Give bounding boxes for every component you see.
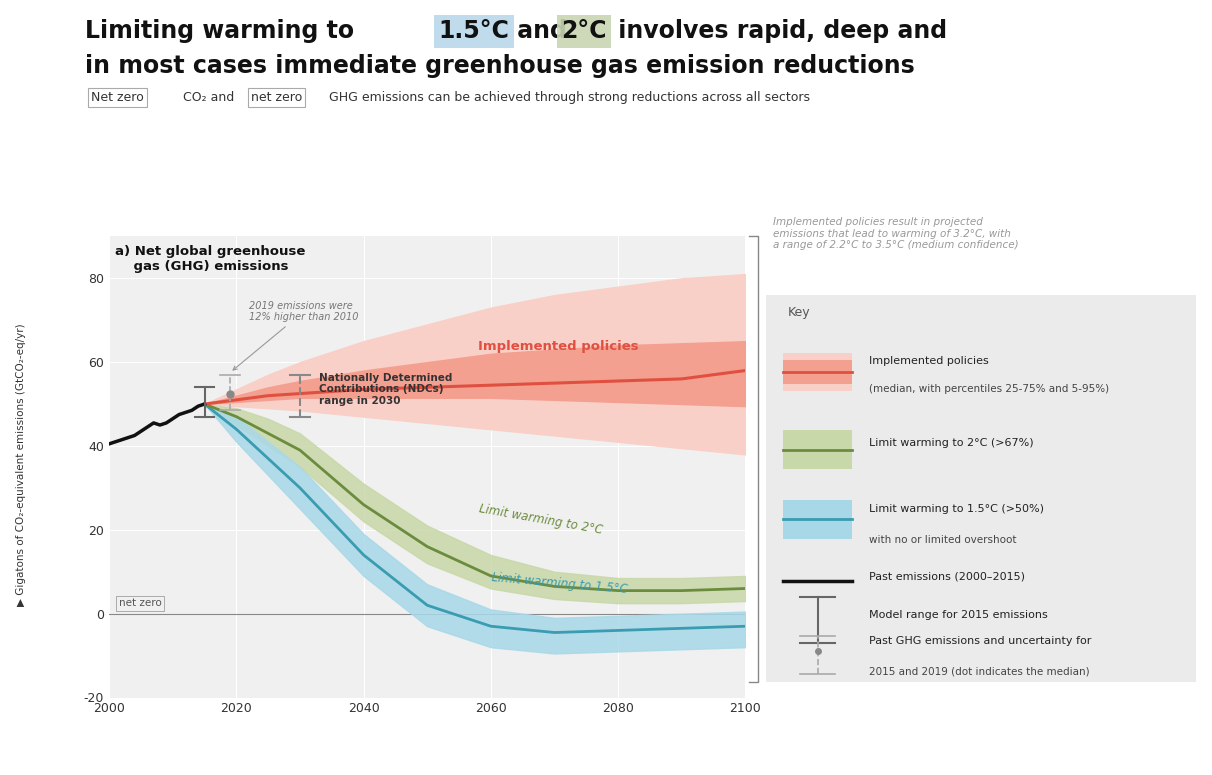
Text: 2019 emissions were
12% higher than 2010: 2019 emissions were 12% higher than 2010 bbox=[233, 301, 359, 370]
Text: Nationally Determined
Contributions (NDCs)
range in 2030: Nationally Determined Contributions (NDC… bbox=[319, 373, 452, 406]
Bar bbox=[783, 430, 852, 469]
Text: 2015 and 2019 (dot indicates the median): 2015 and 2019 (dot indicates the median) bbox=[869, 666, 1090, 677]
Text: in most cases immediate greenhouse gas emission reductions: in most cases immediate greenhouse gas e… bbox=[85, 54, 915, 78]
Text: 1.5°C: 1.5°C bbox=[439, 19, 509, 43]
Text: ▶ Gigatons of CO₂-equivalent emissions (GtCO₂-eq/yr): ▶ Gigatons of CO₂-equivalent emissions (… bbox=[16, 324, 25, 606]
Text: Key: Key bbox=[788, 306, 810, 319]
Text: involves rapid, deep and: involves rapid, deep and bbox=[610, 19, 947, 43]
Bar bbox=[783, 353, 852, 391]
Text: Limit warming to 1.5°C (>50%): Limit warming to 1.5°C (>50%) bbox=[869, 504, 1045, 514]
Text: Limit warming to 2°C: Limit warming to 2°C bbox=[478, 502, 604, 537]
Text: and: and bbox=[509, 19, 576, 43]
Text: Net zero: Net zero bbox=[91, 91, 144, 104]
Text: Model range for 2015 emissions: Model range for 2015 emissions bbox=[869, 611, 1048, 620]
Bar bbox=[783, 360, 852, 384]
Text: Limit warming to 1.5°C: Limit warming to 1.5°C bbox=[491, 571, 628, 596]
Text: Implemented policies result in projected
emissions that lead to warming of 3.2°C: Implemented policies result in projected… bbox=[773, 217, 1019, 250]
Text: 2°C: 2°C bbox=[561, 19, 607, 43]
Text: Implemented policies: Implemented policies bbox=[869, 356, 989, 367]
Text: with no or limited overshoot: with no or limited overshoot bbox=[869, 535, 1017, 545]
Text: net zero: net zero bbox=[119, 598, 161, 608]
Text: GHG emissions can be achieved through strong reductions across all sectors: GHG emissions can be achieved through st… bbox=[325, 91, 810, 104]
Text: Limiting warming to: Limiting warming to bbox=[85, 19, 362, 43]
Bar bbox=[783, 500, 852, 539]
Text: (median, with percentiles 25-75% and 5-95%): (median, with percentiles 25-75% and 5-9… bbox=[869, 384, 1109, 394]
Text: net zero: net zero bbox=[251, 91, 302, 104]
Text: Implemented policies: Implemented policies bbox=[478, 339, 639, 353]
Text: Limit warming to 2°C (>67%): Limit warming to 2°C (>67%) bbox=[869, 438, 1034, 448]
Text: Past GHG emissions and uncertainty for: Past GHG emissions and uncertainty for bbox=[869, 636, 1092, 646]
Text: CO₂ and: CO₂ and bbox=[179, 91, 239, 104]
Text: a) Net global greenhouse
    gas (GHG) emissions: a) Net global greenhouse gas (GHG) emiss… bbox=[115, 245, 305, 273]
Text: Past emissions (2000–2015): Past emissions (2000–2015) bbox=[869, 572, 1025, 581]
